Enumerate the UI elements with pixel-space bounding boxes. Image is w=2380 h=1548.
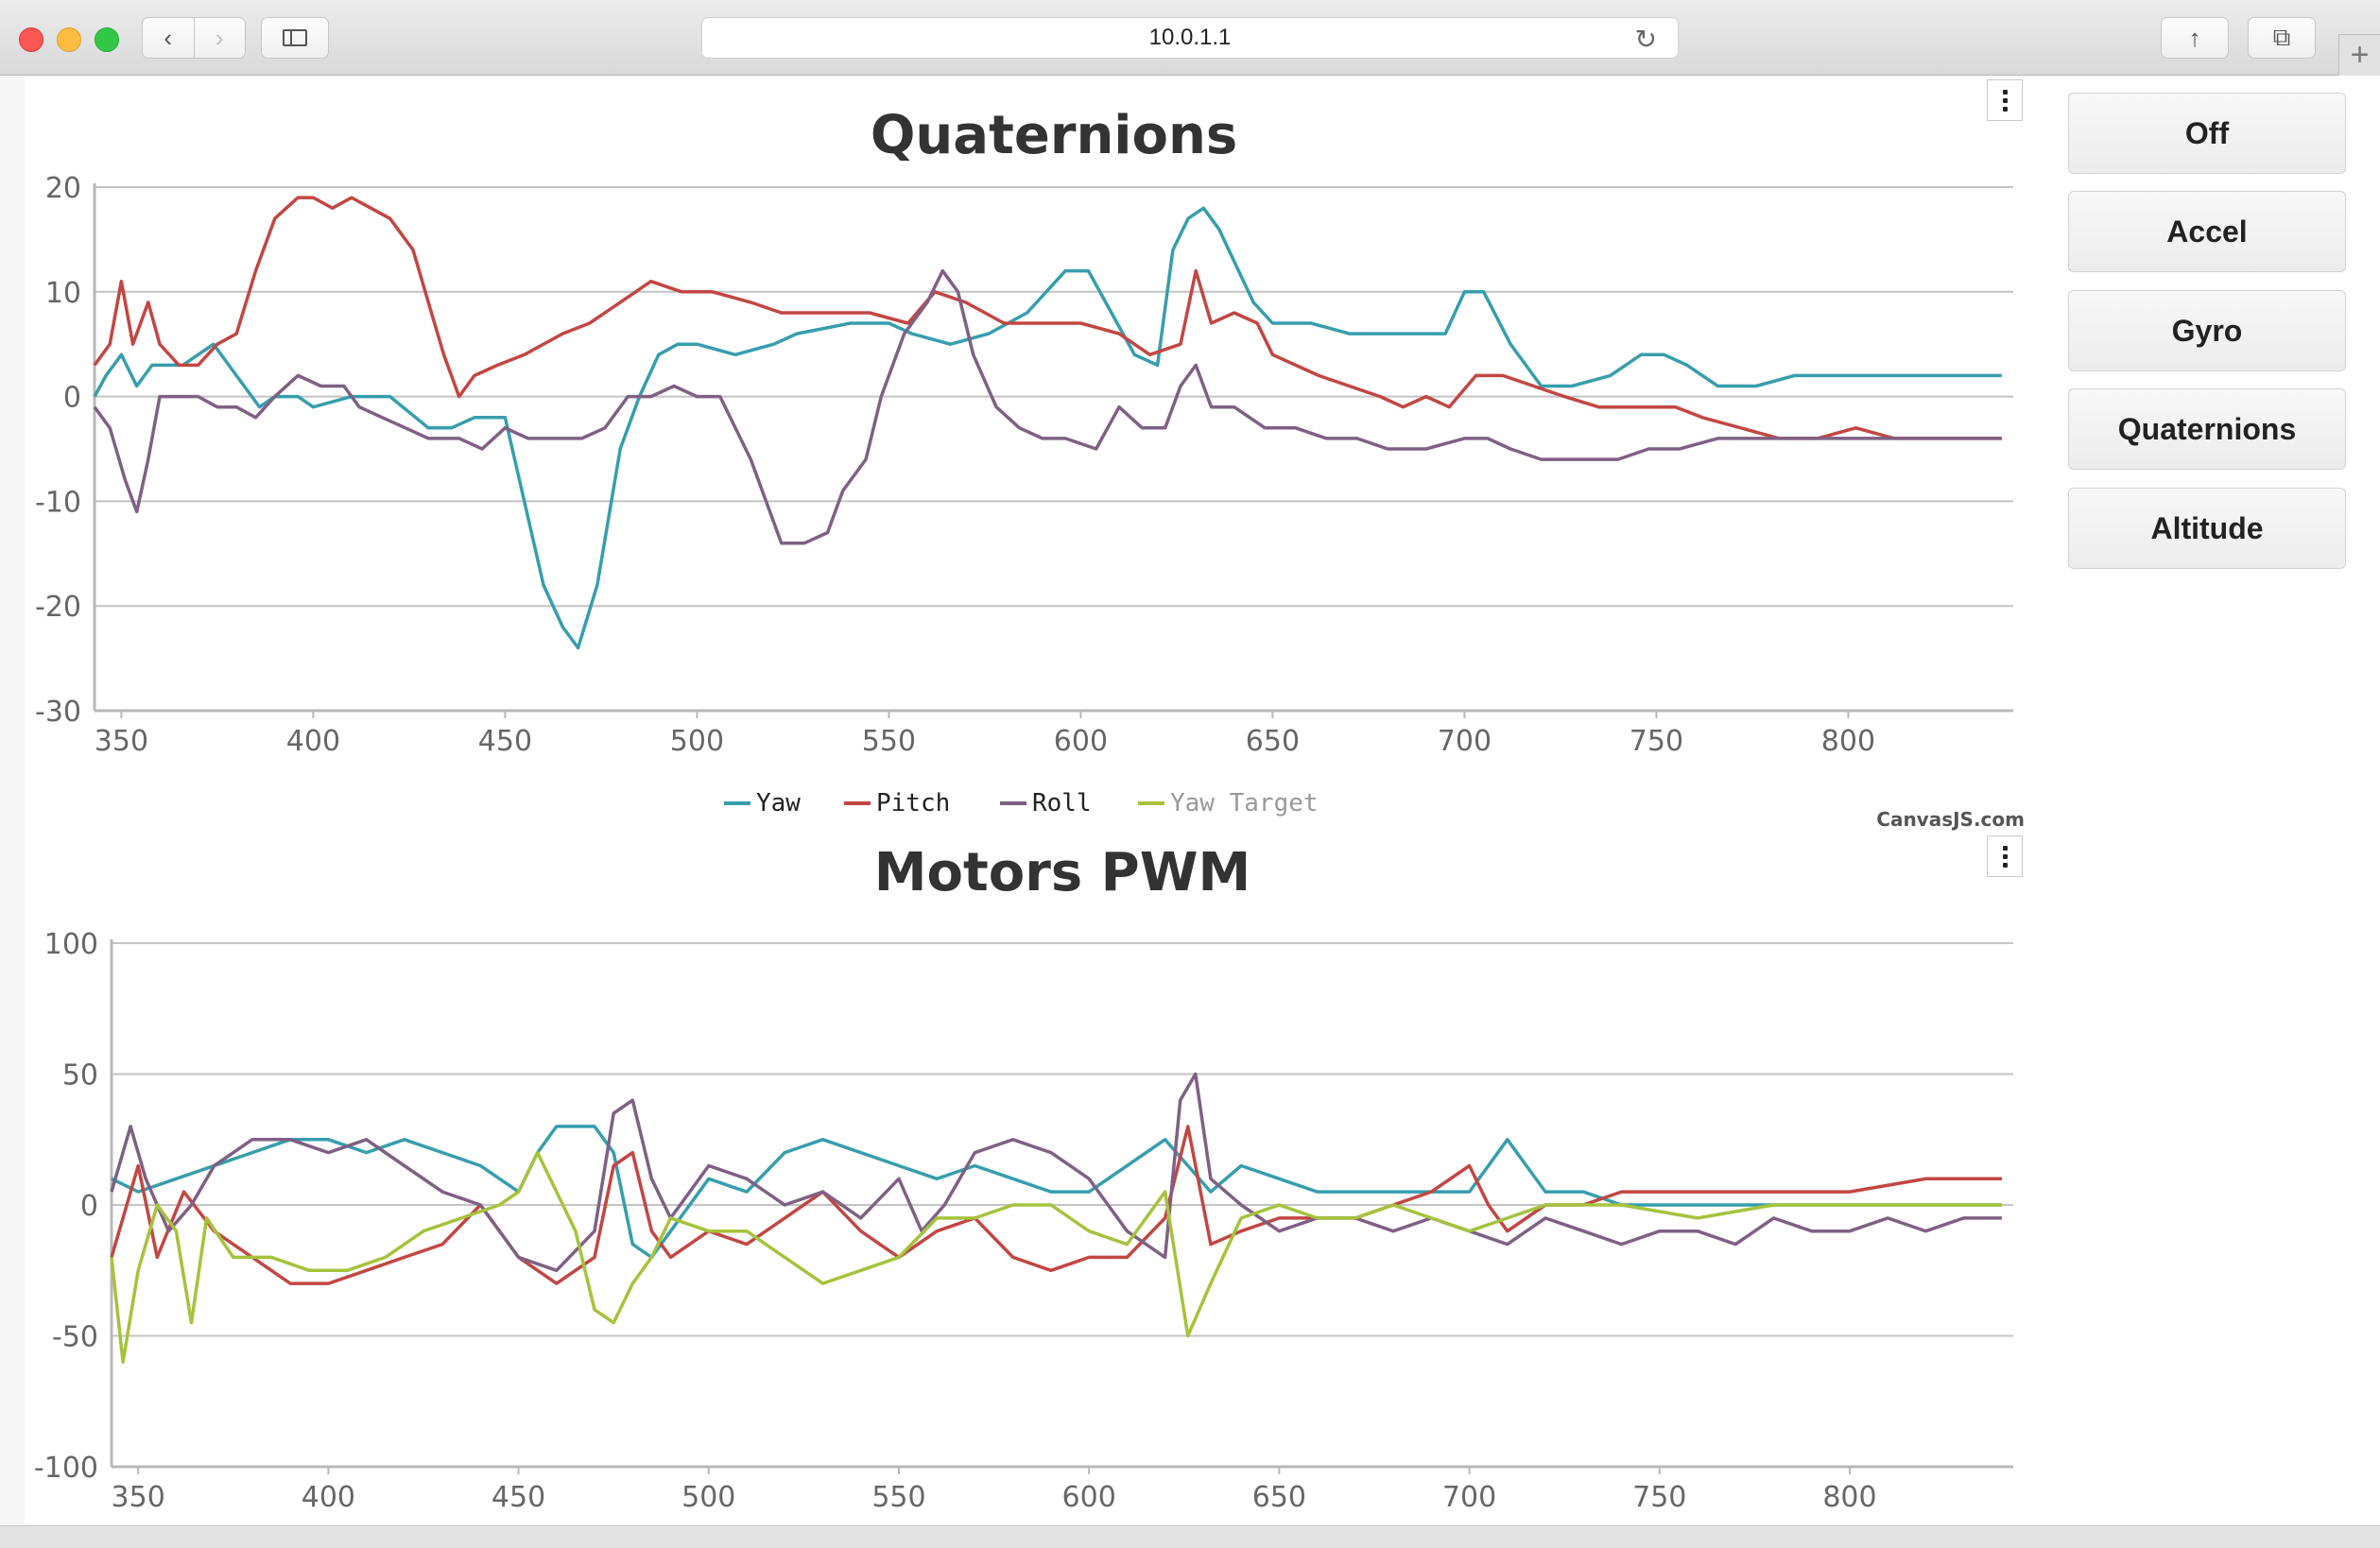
y-tick-label: -100: [34, 1452, 98, 1485]
series-line-m3: [110, 1072, 2002, 1273]
x-tick-label: 450: [478, 725, 532, 758]
motors-chart-menu-button[interactable]: [1987, 835, 2023, 877]
x-tick-label: 600: [1054, 725, 1108, 758]
accel-button[interactable]: Accel: [2068, 191, 2346, 272]
x-tick-label: 550: [862, 725, 916, 758]
y-tick-label: 100: [44, 928, 98, 961]
show-tabs-button[interactable]: ⧉: [2248, 17, 2316, 59]
x-tick-label: 700: [1442, 1481, 1496, 1514]
x-tick-label: 550: [871, 1481, 925, 1514]
legend-item-label: Yaw Target: [1170, 789, 1319, 817]
x-tick-label: 350: [112, 1481, 165, 1514]
quaternions-button[interactable]: Quaternions: [2068, 388, 2346, 470]
x-tick-label: 650: [1252, 1481, 1306, 1514]
quaternions-chart: Quaternions 20 10 0 -10 -20 -30 350 400 450 500 550…: [35, 105, 2025, 831]
share-button[interactable]: ↑: [2161, 17, 2229, 59]
canvasjs-credit: CanvasJS.com: [1876, 808, 2025, 831]
tabs-icon: ⧉: [2272, 23, 2291, 51]
browser-toolbar: ‹ › 10.0.1.1 ↻ ↑ ⧉ +: [0, 0, 2380, 76]
reload-icon[interactable]: ↻: [1634, 25, 1657, 54]
altitude-button[interactable]: Altitude: [2068, 488, 2346, 569]
close-window-button[interactable]: [19, 27, 43, 52]
legend-item-label: Pitch: [876, 789, 950, 817]
series-line-m4: [110, 1150, 2002, 1364]
maximize-window-button[interactable]: [95, 27, 119, 52]
y-tick-label: 0: [63, 382, 81, 415]
x-tick-label: 750: [1630, 725, 1683, 758]
x-tick-label: 650: [1246, 725, 1300, 758]
x-tick-label: 500: [670, 725, 724, 758]
x-tick-label: 600: [1062, 1481, 1116, 1514]
address-bar[interactable]: 10.0.1.1 ↻: [701, 17, 1679, 59]
x-tick-label: 500: [681, 1481, 735, 1514]
navigation-buttons: ‹ ›: [142, 17, 246, 59]
x-tick-label: 350: [95, 725, 148, 758]
window-bottom-edge: [0, 1525, 2380, 1548]
page-left-margin: [0, 76, 25, 1525]
chart-title: Motors PWM: [874, 842, 1250, 903]
minimize-window-button[interactable]: [57, 27, 81, 52]
legend-item-label: Roll: [1032, 789, 1092, 817]
off-button[interactable]: Off: [2068, 93, 2346, 174]
legend-item-label: Yaw: [756, 789, 801, 817]
y-tick-label: -10: [35, 486, 81, 519]
new-tab-button[interactable]: +: [2338, 34, 2380, 76]
y-tick-label: 10: [45, 277, 81, 310]
y-tick-label: -20: [35, 591, 81, 624]
quaternions-chart-menu-button[interactable]: [1987, 79, 2023, 121]
show-sidebar-button[interactable]: [261, 17, 329, 59]
forward-button[interactable]: ›: [215, 24, 224, 52]
x-tick-label: 450: [492, 1481, 545, 1514]
y-tick-label: 50: [62, 1059, 98, 1092]
series-line-m1: [111, 1125, 2002, 1260]
x-tick-label: 800: [1822, 1481, 1876, 1514]
series-line-m2: [110, 1125, 2002, 1285]
y-tick-label: 0: [80, 1190, 98, 1223]
chart-title: Quaternions: [871, 105, 1237, 166]
x-tick-label: 400: [286, 725, 340, 758]
y-tick-label: -30: [35, 696, 81, 729]
series-line-pitch: [93, 196, 2002, 440]
x-tick-label: 800: [1821, 725, 1875, 758]
sidebar-icon: [283, 29, 307, 46]
series-line-yaw: [93, 206, 2002, 650]
series-line-roll: [93, 268, 2002, 545]
x-tick-label: 700: [1438, 725, 1492, 758]
x-tick-label: 750: [1632, 1481, 1686, 1514]
y-tick-label: 20: [45, 172, 81, 205]
back-button[interactable]: ‹: [143, 18, 195, 58]
gyro-button[interactable]: Gyro: [2068, 290, 2346, 371]
y-tick-label: -50: [52, 1321, 98, 1354]
url-text: 10.0.1.1: [1148, 25, 1232, 50]
share-icon: ↑: [2188, 23, 2201, 52]
x-tick-label: 400: [302, 1481, 355, 1514]
